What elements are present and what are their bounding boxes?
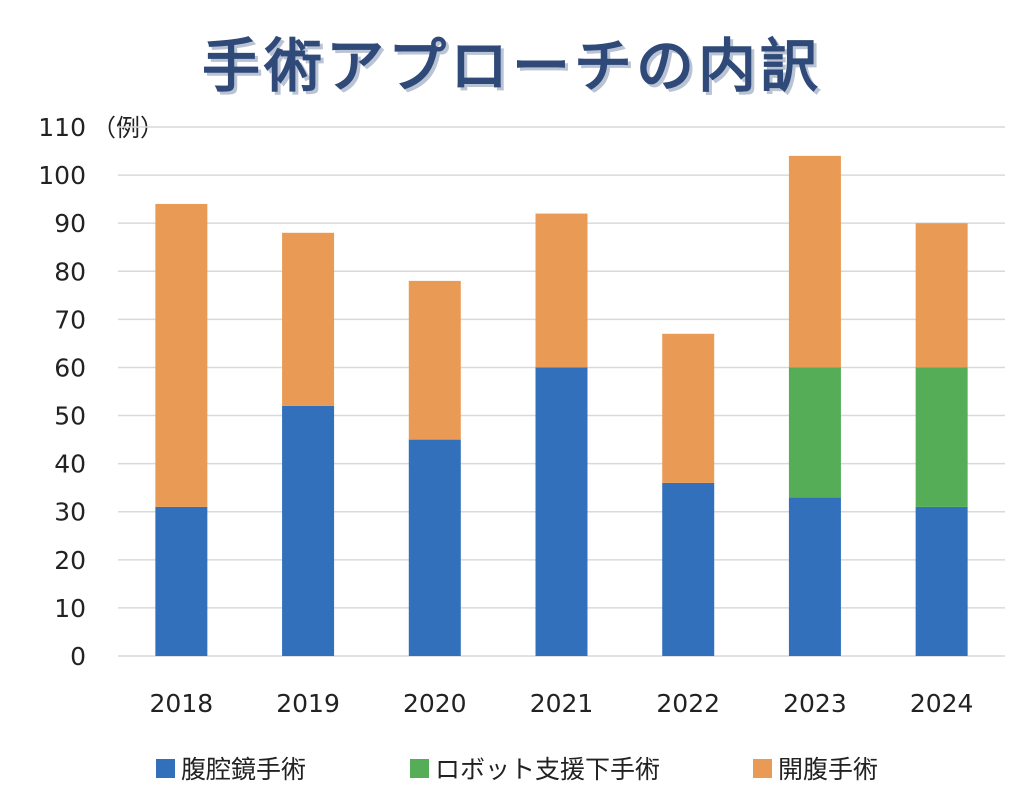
x-tick-label: 2018 <box>150 689 214 718</box>
y-tick-label: 10 <box>54 594 86 623</box>
bar-segment-2019-series-0 <box>282 405 335 656</box>
y-tick-label: 100 <box>38 161 86 190</box>
y-axis-tick-labels: 0 10 20 30 40 50 60 70 80 90 100 110 <box>38 113 86 671</box>
bar-segment-2023-series-1 <box>788 367 841 498</box>
bar-segment-2024-series-1 <box>915 367 968 507</box>
y-tick-label: 110 <box>38 113 86 142</box>
y-tick-label: 70 <box>54 305 86 334</box>
bar-segment-2020-series-2 <box>408 280 461 440</box>
legend-swatch <box>753 759 772 778</box>
x-axis-tick-labels: 2018 2019 2020 2021 2022 2023 2024 <box>150 689 974 718</box>
y-tick-label: 60 <box>54 353 86 382</box>
bar-segment-2024-series-0 <box>915 506 968 656</box>
y-tick-label: 80 <box>54 257 86 286</box>
y-tick-label: 50 <box>54 402 86 431</box>
x-tick-label: 2019 <box>276 689 340 718</box>
legend-swatch <box>156 759 175 778</box>
x-tick-label: 2020 <box>403 689 467 718</box>
legend-label: 開腹手術 <box>778 755 878 784</box>
x-tick-label: 2023 <box>783 689 847 718</box>
x-tick-label: 2021 <box>530 689 594 718</box>
y-axis-unit-label: （例） <box>92 114 164 142</box>
bar-segment-2019-series-2 <box>282 232 335 406</box>
bar-segment-2023-series-2 <box>788 155 841 368</box>
bar-segment-2024-series-2 <box>915 223 968 368</box>
bar-segment-2023-series-0 <box>788 497 841 656</box>
y-tick-label: 90 <box>54 209 86 238</box>
legend-swatch <box>410 759 429 778</box>
bar-segment-2021-series-2 <box>535 213 588 368</box>
legend-label: 腹腔鏡手術 <box>181 755 306 784</box>
y-tick-label: 0 <box>70 642 86 671</box>
bar-segment-2021-series-0 <box>535 367 588 656</box>
bar-segment-2022-series-2 <box>662 333 715 483</box>
bars <box>155 155 968 656</box>
y-tick-label: 20 <box>54 546 86 575</box>
bar-segment-2022-series-0 <box>662 482 715 656</box>
bar-segment-2020-series-0 <box>408 439 461 656</box>
y-tick-label: 40 <box>54 450 86 479</box>
legend-label: ロボット支援下手術 <box>435 755 660 784</box>
chart-title-shadow: 手術アプローチの内訳 <box>205 35 825 103</box>
x-tick-label: 2022 <box>656 689 720 718</box>
x-tick-label: 2024 <box>910 689 974 718</box>
y-tick-label: 30 <box>54 498 86 527</box>
legend: 腹腔鏡手術 ロボット支援下手術 開腹手術 <box>156 755 878 784</box>
bar-segment-2018-series-0 <box>155 506 208 656</box>
bar-segment-2018-series-2 <box>155 203 208 507</box>
chart-title: 手術アプローチの内訳 <box>202 32 822 100</box>
